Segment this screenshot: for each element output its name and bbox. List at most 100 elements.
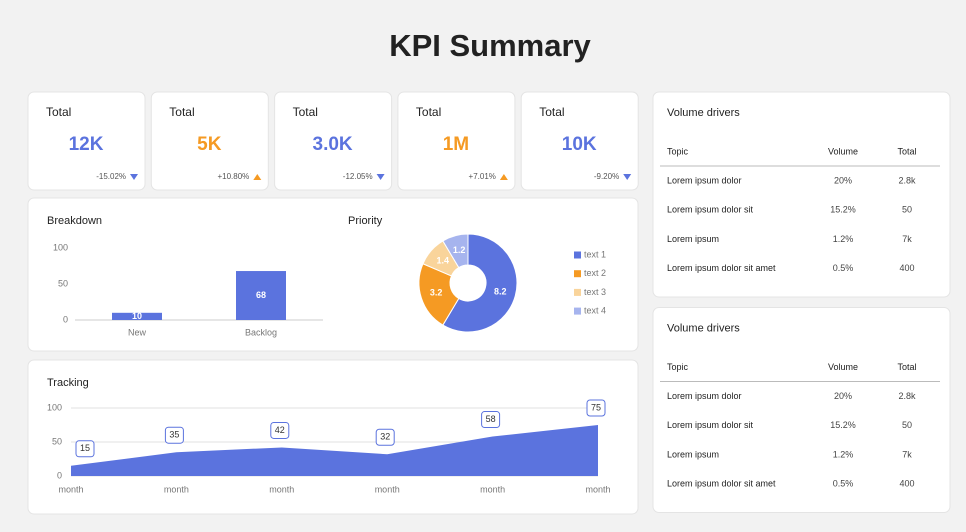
- value-label: 35: [169, 430, 179, 440]
- x-tick-label: New: [128, 327, 147, 337]
- trend-arrow: [623, 174, 632, 180]
- x-tick-label: month: [269, 484, 294, 494]
- area: [71, 425, 598, 476]
- table-cell: Lorem ipsum dolor sit amet: [667, 478, 776, 488]
- value-label-box: [375, 428, 395, 446]
- legend-swatch: [574, 251, 581, 259]
- table-header: Volume: [828, 362, 858, 372]
- bar-value-label: 10: [132, 311, 142, 321]
- kpi-value: 12K: [69, 134, 104, 155]
- slice-label: 8.2: [494, 286, 507, 296]
- page-title: KPI Summary: [389, 28, 591, 63]
- table-header: Total: [897, 362, 916, 372]
- panel: [520, 91, 639, 191]
- table-title: Volume drivers: [667, 107, 740, 119]
- value-label: 42: [275, 425, 285, 435]
- kpi-value: 1M: [443, 134, 469, 155]
- table-cell: 15.2%: [830, 205, 856, 215]
- kpi-label: Total: [293, 105, 318, 119]
- table-cell: 7k: [902, 234, 912, 244]
- x-tick-label: month: [480, 484, 505, 494]
- trend-arrow: [499, 174, 508, 180]
- table-header: Volume: [828, 146, 858, 156]
- y-tick-label: 100: [53, 242, 68, 252]
- bar-value-label: 68: [256, 290, 266, 300]
- legend-label: text 2: [584, 268, 606, 278]
- table-cell: Lorem ipsum dolor sit amet: [667, 263, 776, 273]
- legend-swatch: [574, 270, 581, 278]
- kpi-change: +10.80%: [217, 172, 249, 181]
- kpi-label: Total: [539, 105, 564, 119]
- legend-swatch: [574, 307, 581, 315]
- table-cell: Lorem ipsum dolor sit: [667, 205, 754, 215]
- table-cell: 2.8k: [898, 391, 916, 401]
- kpi-change: -9.20%: [594, 172, 619, 181]
- legend-label: text 1: [584, 249, 606, 259]
- table-cell: Lorem ipsum dolor: [667, 175, 742, 185]
- chart-title: Breakdown: [47, 215, 102, 227]
- panel: [27, 197, 639, 352]
- table-cell: 0.5%: [833, 263, 854, 273]
- panel: [274, 91, 393, 191]
- x-tick-label: Backlog: [245, 327, 277, 337]
- kpi-value: 3.0K: [313, 134, 353, 155]
- panel: [27, 91, 146, 191]
- table-cell: 400: [899, 263, 914, 273]
- value-label: 32: [380, 432, 390, 442]
- donut-slice: [442, 233, 518, 333]
- table-cell: Lorem ipsum: [667, 234, 719, 244]
- kpi-value: 10K: [562, 134, 597, 155]
- table-cell: Lorem ipsum: [667, 449, 719, 459]
- x-tick-label: month: [58, 484, 83, 494]
- slice-label: 1.2: [453, 245, 466, 255]
- y-tick-label: 0: [57, 470, 62, 480]
- panel: [652, 91, 951, 298]
- trend-arrow: [376, 174, 385, 180]
- value-label-box: [481, 411, 501, 429]
- kpi-label: Total: [46, 105, 71, 119]
- slice-label: 3.2: [430, 288, 443, 298]
- table-cell: 0.5%: [833, 478, 854, 488]
- table-cell: 20%: [834, 175, 852, 185]
- panel: [652, 307, 951, 513]
- kpi-value: 5K: [197, 134, 222, 155]
- table-cell: 400: [899, 478, 914, 488]
- x-tick-label: month: [375, 484, 400, 494]
- table-cell: 1.2%: [833, 449, 854, 459]
- value-label-box: [75, 440, 95, 458]
- value-label: 58: [486, 414, 496, 424]
- kpi-change: -12.05%: [343, 172, 373, 181]
- legend-swatch: [574, 288, 581, 296]
- table-cell: 15.2%: [830, 420, 856, 430]
- table-cell: 2.8k: [898, 175, 916, 185]
- chart-title: Priority: [348, 215, 383, 227]
- bar: [236, 271, 286, 320]
- table-header: Topic: [667, 146, 689, 156]
- legend-label: text 4: [584, 305, 606, 315]
- trend-arrow: [253, 174, 262, 180]
- panel: [397, 91, 516, 191]
- legend-label: text 3: [584, 287, 606, 297]
- bar: [112, 312, 162, 320]
- value-label-box: [586, 399, 606, 417]
- trend-arrow: [130, 174, 138, 180]
- value-label: 75: [591, 402, 601, 412]
- table-header: Topic: [667, 362, 689, 372]
- y-tick-label: 50: [52, 436, 62, 446]
- value-label-box: [164, 426, 184, 444]
- value-label: 15: [80, 443, 90, 453]
- donut-slice: [442, 233, 469, 269]
- table-cell: 1.2%: [833, 234, 854, 244]
- panel: [150, 91, 269, 191]
- table-cell: Lorem ipsum dolor sit: [667, 420, 754, 430]
- table-cell: Lorem ipsum dolor: [667, 391, 742, 401]
- chart-title: Tracking: [47, 377, 89, 389]
- kpi-change: -15.02%: [96, 172, 126, 181]
- table-cell: 50: [902, 420, 912, 430]
- kpi-change: +7.01%: [469, 172, 496, 181]
- kpi-label: Total: [169, 105, 194, 119]
- x-tick-label: month: [164, 484, 189, 494]
- kpi-label: Total: [416, 105, 441, 119]
